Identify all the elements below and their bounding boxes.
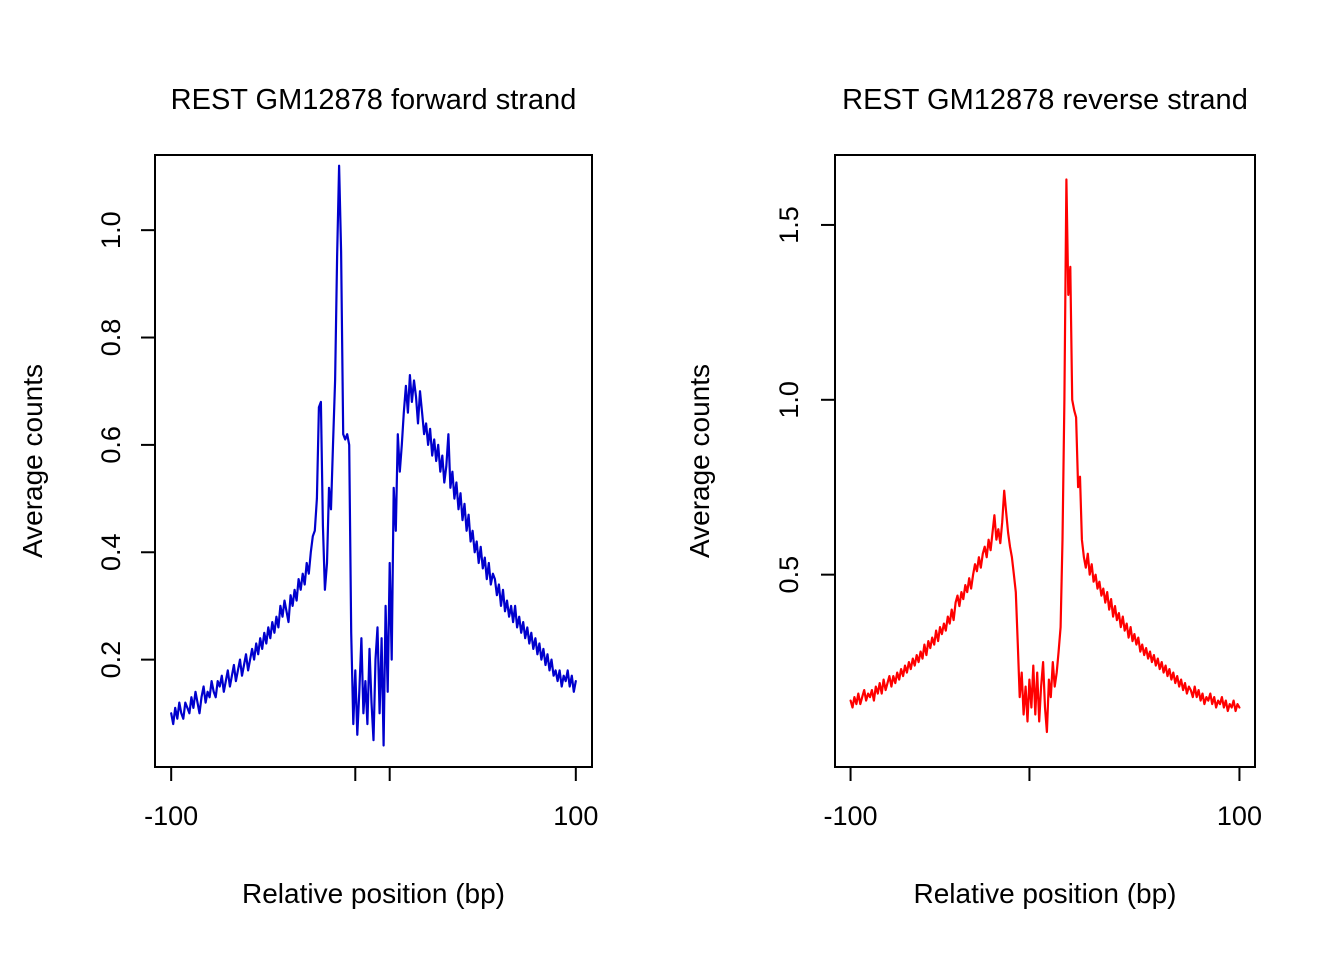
chart-title-forward: REST GM12878 forward strand — [170, 84, 577, 116]
x-axis-title-forward: Relative position (bp) — [241, 878, 506, 909]
y-tick-label: 0.6 — [96, 426, 126, 464]
y-tick-label: 1.0 — [774, 381, 804, 419]
x-axis-title-reverse: Relative position (bp) — [913, 878, 1177, 909]
forward-strand-panel: REST GM12878 forward strand Average coun… — [17, 84, 598, 909]
plot-box — [154, 154, 593, 768]
x-tick-label: 100 — [1217, 801, 1262, 831]
y-tick-label: 0.8 — [96, 319, 126, 357]
reverse-strand-plot: -100 100 0.5 1.0 1.5 — [774, 154, 1262, 831]
x-tick-label: -100 — [144, 801, 198, 831]
forward-strand-plot: -100 100 0.2 0.4 0.6 0.8 1.0 — [96, 154, 598, 831]
y-tick-label: 1.5 — [774, 206, 804, 244]
data-line — [849, 178, 1241, 734]
plot-box — [834, 154, 1256, 768]
y-tick-label: 0.4 — [96, 533, 126, 571]
x-tick-label: 100 — [553, 801, 598, 831]
x-tick-label: -100 — [824, 801, 878, 831]
chart-title-reverse: REST GM12878 reverse strand — [842, 84, 1248, 116]
y-tick-label: 0.5 — [774, 556, 804, 594]
data-line — [170, 164, 577, 747]
y-tick-label: 1.0 — [96, 211, 126, 249]
y-tick-label: 0.2 — [96, 641, 126, 679]
reverse-strand-panel: REST GM12878 reverse strand Average coun… — [672, 0, 1344, 960]
